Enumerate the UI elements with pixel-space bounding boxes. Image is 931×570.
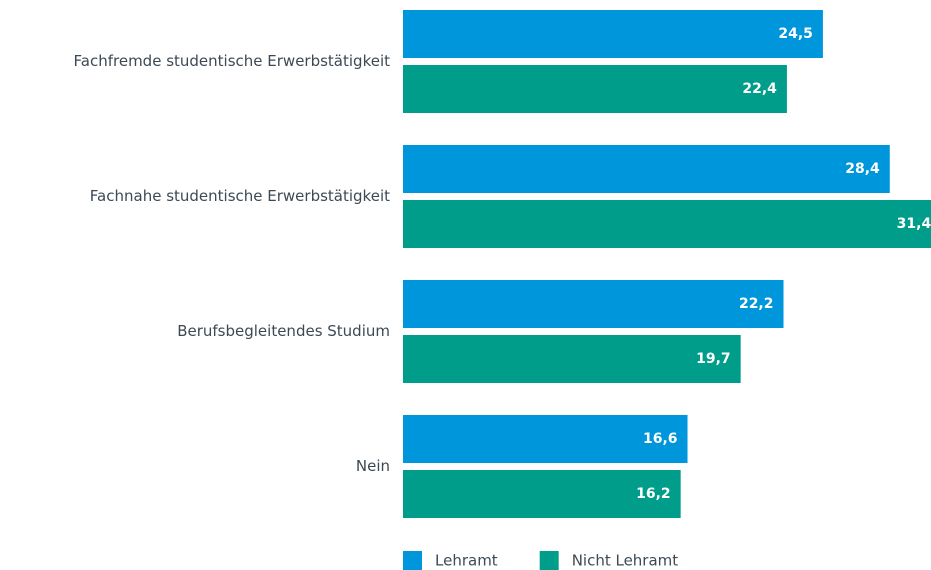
value-label: 24,5	[778, 26, 813, 42]
bar	[403, 415, 688, 463]
value-label: 22,2	[739, 296, 774, 312]
value-label: 22,4	[742, 81, 777, 97]
bar	[403, 65, 787, 113]
bar	[403, 280, 784, 328]
legend-swatch	[403, 551, 422, 570]
category-label: Fachfremde studentische Erwerbstätigkeit	[74, 52, 391, 70]
legend-label: Nicht Lehramt	[572, 552, 679, 570]
bar	[403, 145, 890, 193]
legend-swatch	[539, 551, 559, 570]
value-label: 16,6	[643, 431, 678, 447]
value-label: 28,4	[845, 161, 880, 177]
bar	[403, 200, 931, 248]
value-label: 31,4	[897, 216, 931, 232]
legend-label: Lehramt	[435, 552, 498, 570]
bar	[403, 335, 741, 383]
bar	[403, 470, 681, 518]
bar	[403, 10, 823, 58]
category-label: Berufsbegleitendes Studium	[177, 322, 390, 340]
category-label: Fachnahe studentische Erwerbstätigkeit	[90, 187, 390, 205]
category-label: Nein	[356, 457, 390, 475]
value-label: 19,7	[696, 351, 731, 367]
value-label: 16,2	[636, 486, 671, 502]
